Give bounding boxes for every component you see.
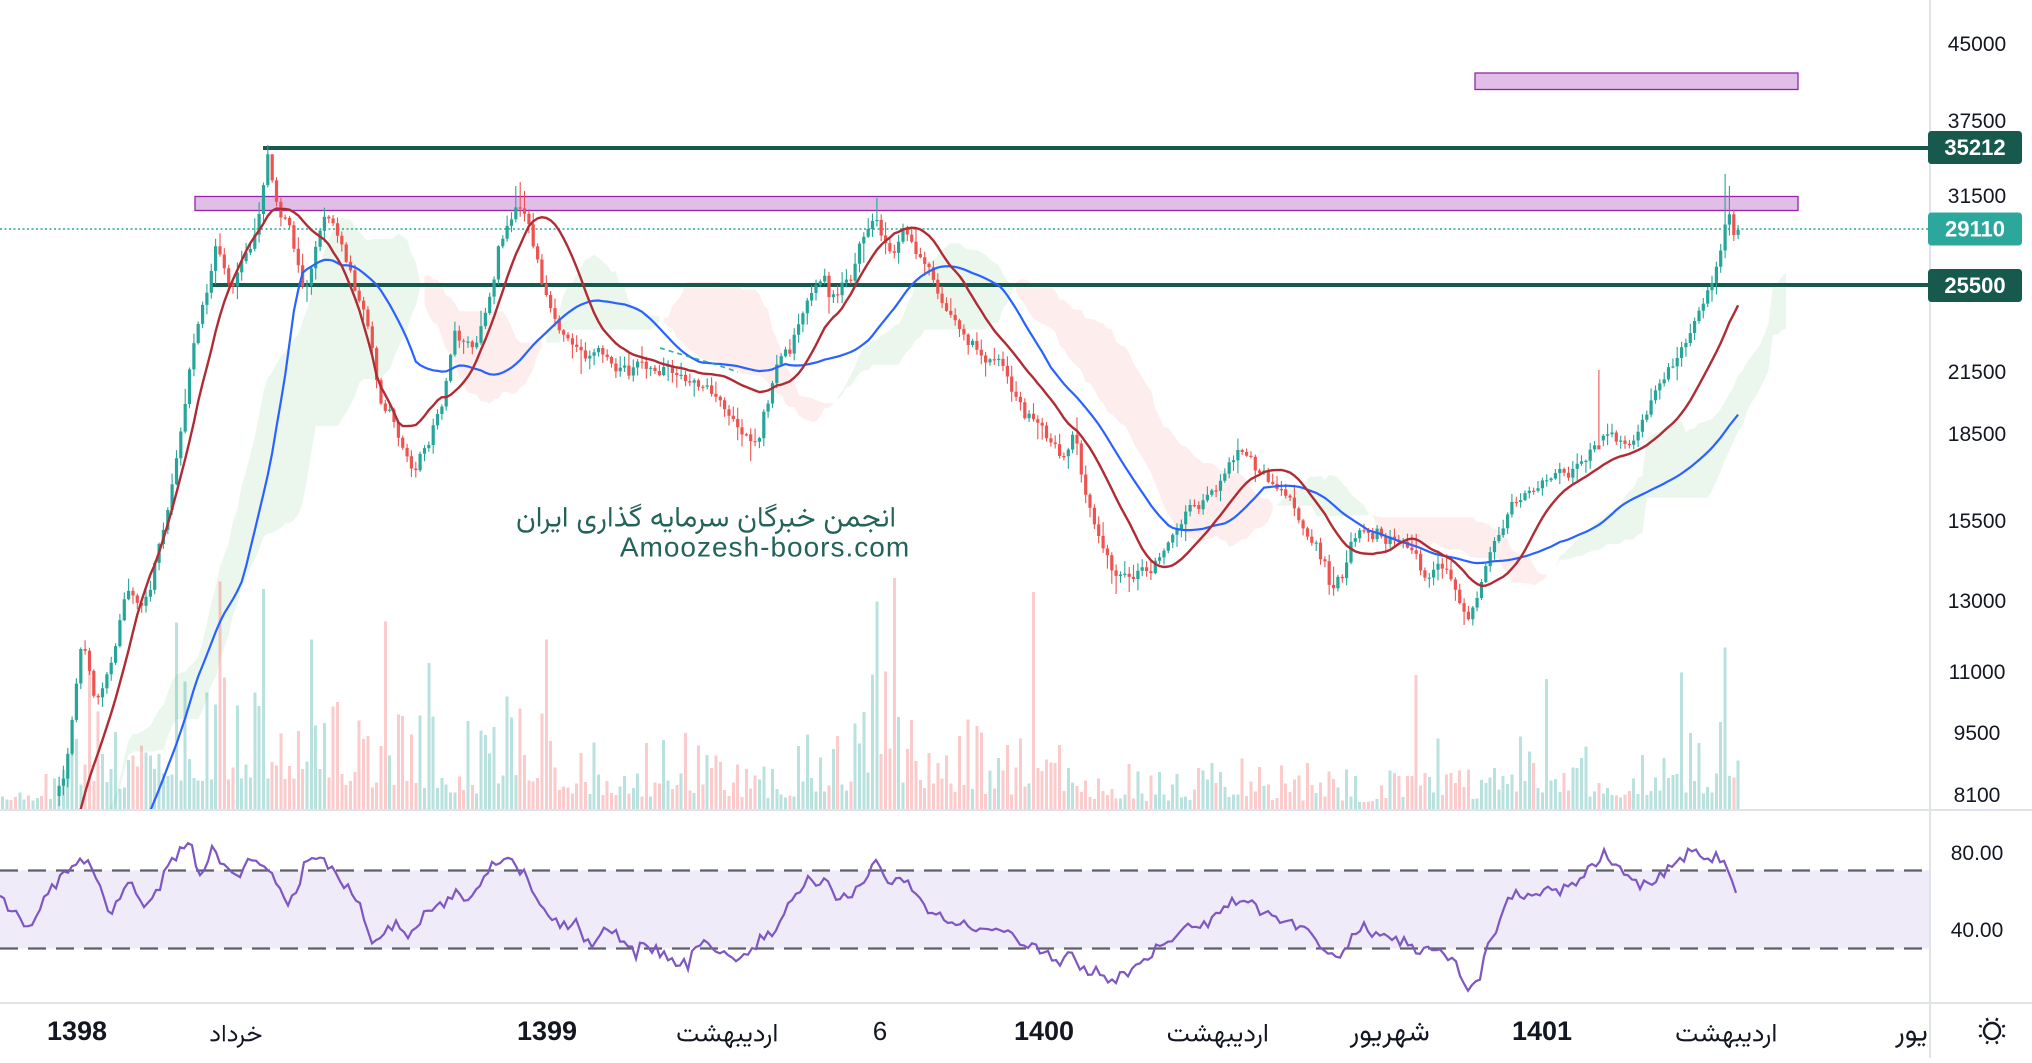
svg-text:40.00: 40.00	[1951, 919, 2004, 942]
svg-text:25500: 25500	[1944, 273, 2005, 298]
svg-text:1400: 1400	[1014, 1016, 1074, 1046]
svg-text:35212: 35212	[1944, 135, 2005, 160]
svg-text:1398: 1398	[47, 1016, 107, 1046]
svg-text:45000: 45000	[1948, 33, 2006, 56]
svg-text:11000: 11000	[1949, 661, 2006, 684]
svg-text:80.00: 80.00	[1951, 842, 2004, 865]
svg-text:29110: 29110	[1945, 217, 2005, 242]
svg-text:13000: 13000	[1948, 590, 2006, 613]
svg-text:15500: 15500	[1948, 510, 2006, 533]
svg-text:1401: 1401	[1512, 1016, 1572, 1046]
svg-text:9500: 9500	[1954, 722, 2001, 745]
svg-text:1399: 1399	[517, 1016, 577, 1046]
svg-text:8100: 8100	[1954, 784, 2001, 807]
svg-text:18500: 18500	[1948, 423, 2006, 446]
svg-text:21500: 21500	[1948, 361, 2006, 384]
svg-text:31500: 31500	[1948, 185, 2006, 208]
svg-text:6: 6	[873, 1016, 887, 1046]
svg-text:Amoozesh-boors.com: Amoozesh-boors.com	[620, 532, 910, 563]
svg-text:37500: 37500	[1948, 110, 2006, 133]
